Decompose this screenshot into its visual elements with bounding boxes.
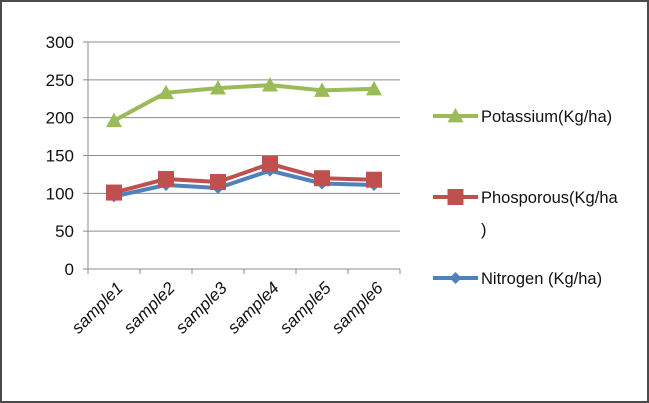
marker-square bbox=[262, 155, 278, 172]
y-tick-label: 50 bbox=[55, 222, 74, 241]
legend-label: Potassium(Kg/ha) bbox=[481, 108, 612, 126]
legend-entry: Nitrogen (Kg/ha) bbox=[433, 270, 602, 288]
x-tick-label: sample2 bbox=[120, 278, 179, 337]
y-tick-label: 100 bbox=[46, 184, 74, 203]
axes bbox=[83, 41, 401, 274]
marker-square bbox=[447, 189, 464, 205]
series-line bbox=[113, 168, 375, 199]
x-tick-label: sample4 bbox=[224, 278, 283, 337]
series-triangle bbox=[106, 77, 382, 128]
marker-square bbox=[158, 170, 174, 187]
marker-triangle bbox=[314, 82, 330, 97]
marker-diamond bbox=[449, 272, 462, 284]
marker-triangle bbox=[447, 108, 464, 123]
y-tick-label: 150 bbox=[46, 147, 74, 166]
marker-triangle bbox=[262, 77, 278, 92]
gridlines bbox=[88, 41, 400, 232]
x-tick-labels: sample1sample2sample3sample4sample5sampl… bbox=[68, 278, 387, 337]
series-square bbox=[106, 155, 382, 201]
x-tick-label: sample5 bbox=[276, 278, 335, 337]
marker-square bbox=[366, 171, 382, 188]
y-tick-label: 300 bbox=[46, 33, 74, 52]
y-tick-labels: 0 50 100 150 200 250 300 bbox=[46, 33, 74, 279]
marker-square bbox=[106, 184, 122, 201]
legend-label: Nitrogen (Kg/ha) bbox=[481, 270, 602, 288]
marker-triangle bbox=[106, 112, 122, 128]
series-lines bbox=[106, 77, 382, 203]
marker-triangle bbox=[366, 80, 382, 96]
x-tick-label: sample3 bbox=[172, 278, 231, 337]
legend-entry: Phosporous(Kg/ha) bbox=[433, 189, 618, 239]
legend-label: Phosporous(Kg/ha bbox=[481, 189, 618, 207]
marker-triangle bbox=[158, 84, 174, 100]
marker-triangle bbox=[210, 80, 226, 95]
y-tick-label: 0 bbox=[65, 260, 74, 279]
series-line bbox=[113, 161, 375, 195]
marker-square bbox=[210, 173, 226, 190]
y-tick-label: 250 bbox=[46, 71, 74, 90]
x-tick-label: sample1 bbox=[68, 278, 127, 337]
marker-square bbox=[314, 170, 330, 187]
legend: Potassium(Kg/ha) Phosporous(Kg/ha) Nitroge… bbox=[433, 108, 618, 288]
x-tick-label: sample6 bbox=[328, 278, 387, 337]
y-tick-label: 200 bbox=[46, 109, 74, 128]
series-line bbox=[113, 83, 375, 123]
legend-entry: Potassium(Kg/ha) bbox=[433, 108, 612, 126]
legend-label: ) bbox=[481, 221, 487, 239]
